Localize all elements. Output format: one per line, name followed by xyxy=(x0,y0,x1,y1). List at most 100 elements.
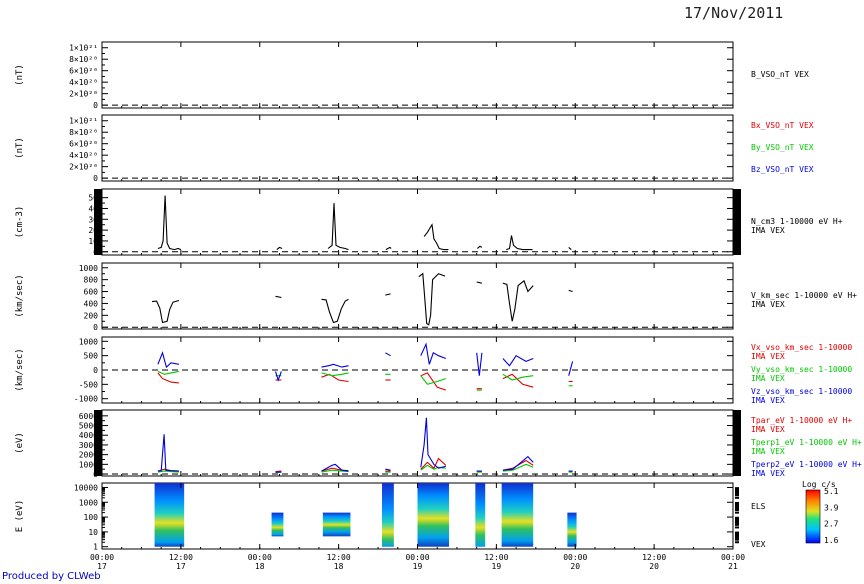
panel-Bxyz: 1×10²¹ 8×10²⁰ 6×10²⁰ 4×10²⁰ 2×10²⁰ 0 (nT) Bx_VS… xyxy=(15,114,814,183)
x-tick-label: 00:00 xyxy=(90,553,114,562)
series-line xyxy=(502,373,534,388)
spectrogram-fill xyxy=(417,483,450,547)
y-tick-label: 1000 xyxy=(79,498,98,507)
y-right-mark xyxy=(735,531,739,534)
legend-entry: By_VSO_nT VEX xyxy=(751,143,814,152)
x-tick-day-label: 19 xyxy=(492,562,502,571)
series-line xyxy=(321,373,349,383)
legend-entry: ELS xyxy=(751,502,766,511)
series-line xyxy=(385,468,391,471)
series-line xyxy=(568,246,572,251)
series-line xyxy=(476,281,483,284)
legend-entry: Vx_vso_km_sec 1-10000 xyxy=(751,343,852,352)
y-right-mark xyxy=(735,496,739,499)
series-line xyxy=(420,342,446,365)
spectrogram-fill xyxy=(567,512,577,547)
series-line xyxy=(321,463,349,472)
series-line xyxy=(275,470,282,473)
series-line xyxy=(321,363,349,368)
colorbar-label: Log c/s xyxy=(802,480,836,489)
y-tick-label: 0 xyxy=(93,323,98,332)
panel-frame xyxy=(101,114,734,182)
x-tick-day-label: 17 xyxy=(176,562,186,571)
y-tick-label: 1 xyxy=(93,543,98,552)
y-tick-label: 800 xyxy=(84,276,99,285)
spectrogram-block xyxy=(567,512,577,547)
y-tick-label: -1000 xyxy=(74,395,98,404)
series-line xyxy=(420,375,446,385)
spectrogram-block xyxy=(417,483,450,547)
legend-entry: B_VSO_nT VEX xyxy=(751,70,809,79)
colorbar: Log c/s5.1 3.9 2.7 1.6 xyxy=(802,480,839,545)
colorbar-tick-label: 3.9 xyxy=(824,503,839,512)
series-line xyxy=(157,370,180,375)
x-tick-label: 00:00 xyxy=(405,553,429,562)
spectrogram-fill xyxy=(382,483,394,547)
spectrogram-fill xyxy=(322,512,351,537)
y-tick-label: 6000 xyxy=(79,412,98,421)
y-tick-label: 1000 xyxy=(79,460,98,469)
y-right-mark xyxy=(735,509,739,512)
panel-frame xyxy=(101,409,734,477)
series-line xyxy=(502,463,534,472)
y-tick-label: 4×10²⁰ xyxy=(69,151,98,160)
series-line xyxy=(502,373,534,381)
legend-entry: Bz_VSO_nT VEX xyxy=(751,165,814,174)
y-tick-label: 10 xyxy=(88,528,98,537)
y-tick-label: 400 xyxy=(84,299,99,308)
series-line xyxy=(276,246,283,251)
y-right-mark xyxy=(735,538,739,541)
spectrogram-fill xyxy=(501,483,534,547)
panel-frame xyxy=(101,188,734,256)
panel-B: 1×10²¹ 8×10²⁰ 6×10²⁰ 4×10²⁰ 2×10²⁰ 0 (nT) B_VSO… xyxy=(15,41,809,110)
y-tick-label: 10 xyxy=(88,237,98,246)
y-axis-label: E (eV) xyxy=(15,500,25,533)
x-tick-day-label: 18 xyxy=(334,562,344,571)
x-tick-day-label: 20 xyxy=(649,562,659,571)
panel-frame xyxy=(101,262,734,330)
y-tick-label: 40 xyxy=(88,204,98,213)
y-right-mark xyxy=(735,521,739,524)
y-right-mark xyxy=(735,507,739,510)
x-tick-day-label: 20 xyxy=(570,562,580,571)
y-right-mark xyxy=(735,487,739,490)
series-line xyxy=(157,372,179,384)
series-line xyxy=(502,354,534,367)
series-line xyxy=(418,272,446,326)
x-tick-label: 12:00 xyxy=(327,553,351,562)
legend-instrument: IMA VEX xyxy=(751,469,785,478)
legend-instrument: IMA VEX xyxy=(751,352,785,361)
x-tick-label: 12:00 xyxy=(642,553,666,562)
series-line xyxy=(423,223,449,251)
y-right-mark xyxy=(735,505,739,508)
legend-instrument: IMA VEX xyxy=(751,396,785,405)
series-line xyxy=(420,457,447,470)
panel-T: 6000500040003000200010000(eV)Tpar_eV 1-1… xyxy=(15,409,862,479)
series-line xyxy=(321,298,349,324)
y-axis-label: (km/sec) xyxy=(15,274,25,317)
panel-Vxyz: 1000 500 0 -500 -1000 (km/sec) Vx_vso_km_sec 1… xyxy=(15,336,852,405)
legend-entry: Tpar_eV 1-10000 eV H+ xyxy=(751,416,852,425)
x-tick-label: 00:00 xyxy=(248,553,272,562)
x-tick-day-label: 18 xyxy=(255,562,265,571)
series-line xyxy=(157,351,180,369)
y-right-mark xyxy=(735,516,739,519)
data-coverage-bar xyxy=(733,189,741,255)
colorbar-fill xyxy=(805,489,821,544)
y-tick-label: 100 xyxy=(84,513,99,522)
x-tick-label: 12:00 xyxy=(169,553,193,562)
x-tick-day-label: 17 xyxy=(97,562,107,571)
x-tick-label: 12:00 xyxy=(484,553,508,562)
y-right-mark xyxy=(735,511,739,514)
x-tick-day-label: 19 xyxy=(413,562,423,571)
panel-frame xyxy=(101,41,734,109)
series-line xyxy=(327,203,349,251)
y-axis-label: (km/sec) xyxy=(15,348,25,391)
series-line xyxy=(420,372,446,391)
data-coverage-bar xyxy=(94,189,102,255)
data-coverage-bar xyxy=(733,410,741,476)
series-line xyxy=(502,279,534,322)
y-tick-label: 50 xyxy=(88,194,98,203)
spectrogram-fill xyxy=(154,483,185,547)
